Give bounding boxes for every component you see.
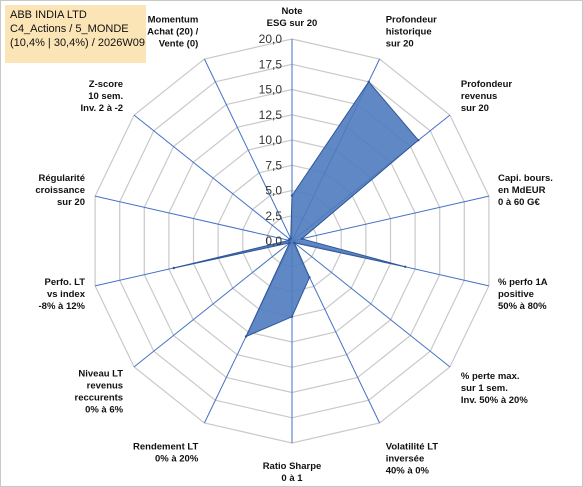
radial-tick-label: 15,0 [259, 83, 283, 97]
axis-label: Inv. 2 à -2 [81, 103, 124, 114]
data-point [290, 315, 294, 318]
axis-spoke [203, 58, 293, 242]
category-label: C4_Actions / 5_MONDE [10, 23, 129, 35]
period-label: (10,4% | 30,4%) / 2026W09 [10, 37, 145, 49]
axis-label: 10 sem. [88, 91, 123, 102]
axis-label: Niveau LT [78, 369, 123, 380]
axis-label: revenus [461, 91, 497, 102]
axis-label: Volatilité LT [386, 442, 439, 453]
radial-tick-label: 20,0 [259, 32, 283, 46]
radial-tick-label: 10,0 [259, 133, 283, 147]
axis-label: en MdEUR [498, 185, 546, 196]
axis-label: inversée [386, 454, 425, 465]
axis-spoke [94, 195, 293, 242]
axis-spoke [133, 114, 293, 242]
data-point [404, 265, 407, 268]
axis-label: sur 1 sem. [461, 383, 508, 394]
axis-label: % perte max. [461, 371, 520, 382]
axis-spoke [291, 195, 490, 242]
data-point [417, 139, 420, 142]
axis-label: vs index [47, 289, 86, 300]
axis-label: sur 20 [57, 197, 85, 208]
axis-label: Momentum [148, 14, 199, 25]
axis-label: Rendement LT [133, 442, 198, 453]
axis-label: 0 à 1 [281, 473, 303, 484]
axis-label: positive [498, 289, 534, 300]
axis-label: Achat (20) / [147, 26, 199, 37]
company-name: ABB INDIA LTD [10, 9, 87, 21]
axis-spoke [133, 240, 293, 368]
axis-label: Profondeur [386, 14, 437, 25]
axis-label: 50% à 80% [498, 301, 547, 312]
axis-label: Vente (0) [159, 38, 199, 49]
axis-label: 0% à 6% [85, 405, 124, 416]
axis-label: 0% à 20% [155, 454, 199, 465]
axis-label: Régularité [39, 173, 85, 184]
axis-label: Z-score [89, 79, 123, 90]
data-point [289, 237, 292, 240]
axis-label: Ratio Sharpe [263, 461, 322, 472]
axis-label: sur 20 [386, 38, 414, 49]
axis-label: Perfo. LT [45, 277, 86, 288]
axis-label: sur 20 [461, 103, 489, 114]
axis-label: 40% à 0% [386, 466, 430, 477]
axis-label: -8% à 12% [39, 301, 86, 312]
data-point [308, 276, 311, 279]
radial-tick-label: 5,0 [265, 184, 282, 198]
axis-label: % perfo 1A [498, 277, 548, 288]
data-point [300, 237, 303, 240]
radial-tick-label: 17,5 [259, 57, 283, 71]
axis-label: Profondeur [461, 79, 512, 90]
axis-label: revenus [87, 381, 123, 392]
axis-label: croissance [35, 185, 85, 196]
data-point [172, 266, 175, 270]
data-point [367, 80, 370, 84]
radial-tick-label: 7,5 [265, 158, 282, 172]
axis-label: reccurents [75, 393, 124, 404]
axis-label: 0 à 60 G€ [498, 197, 540, 208]
axis-label: Note [281, 6, 302, 17]
axis-label: historique [386, 26, 432, 37]
data-point [293, 241, 296, 245]
axis-spoke [291, 240, 451, 368]
chart-header: ABB INDIA LTD C4_Actions / 5_MONDE (10,4… [5, 5, 146, 63]
data-point [244, 335, 248, 338]
data-point [288, 241, 291, 245]
axis-label: Capi. bours. [498, 173, 553, 184]
axis-label: ESG sur 20 [267, 18, 318, 29]
radial-tick-label: 12,5 [259, 108, 283, 122]
axis-label: Inv. 50% à 20% [461, 395, 528, 406]
radial-tick-label: 2,5 [265, 209, 282, 223]
radial-tick-label: 0,0 [265, 234, 282, 248]
data-point [290, 194, 294, 197]
